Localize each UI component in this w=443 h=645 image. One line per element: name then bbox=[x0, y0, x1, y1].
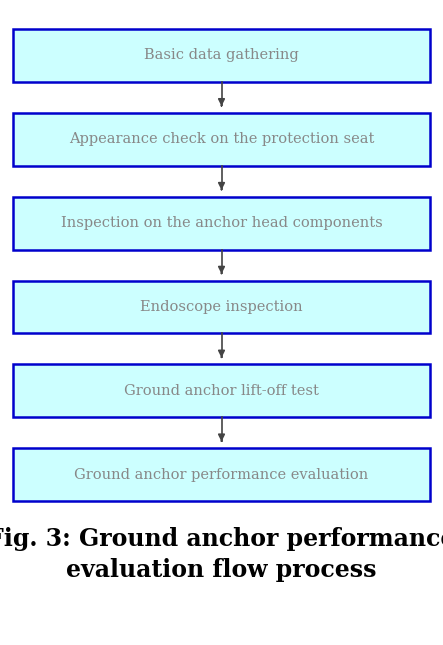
Text: Endoscope inspection: Endoscope inspection bbox=[140, 300, 303, 314]
Text: Appearance check on the protection seat: Appearance check on the protection seat bbox=[69, 132, 374, 146]
Text: Basic data gathering: Basic data gathering bbox=[144, 48, 299, 63]
Bar bbox=[13, 364, 430, 417]
Text: Ground anchor lift-off test: Ground anchor lift-off test bbox=[124, 384, 319, 398]
Bar bbox=[13, 281, 430, 333]
Bar bbox=[13, 29, 430, 82]
Bar bbox=[13, 113, 430, 166]
Bar bbox=[13, 448, 430, 501]
Bar bbox=[13, 197, 430, 250]
Text: Fig. 3: Ground anchor performance
evaluation flow process: Fig. 3: Ground anchor performance evalua… bbox=[0, 527, 443, 582]
Text: Ground anchor performance evaluation: Ground anchor performance evaluation bbox=[74, 468, 369, 482]
Text: Inspection on the anchor head components: Inspection on the anchor head components bbox=[61, 216, 382, 230]
